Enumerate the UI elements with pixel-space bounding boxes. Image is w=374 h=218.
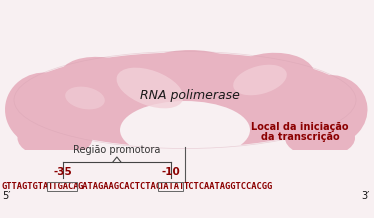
Text: TTGACA: TTGACA — [47, 182, 79, 191]
Text: da transcrição: da transcrição — [261, 132, 339, 142]
Ellipse shape — [5, 72, 85, 148]
Ellipse shape — [15, 53, 355, 148]
Ellipse shape — [140, 50, 240, 90]
Ellipse shape — [120, 101, 250, 159]
Bar — [0, 150, 374, 218]
Text: TCTCAATAGGTCCACGG: TCTCAATAGGTCCACGG — [184, 182, 273, 191]
Ellipse shape — [285, 119, 355, 157]
Ellipse shape — [65, 87, 105, 109]
Ellipse shape — [60, 57, 150, 103]
Text: GTTAGTGTA: GTTAGTGTA — [2, 182, 49, 191]
Text: -10: -10 — [162, 167, 181, 177]
Ellipse shape — [117, 68, 183, 108]
Text: 3′: 3′ — [362, 191, 370, 201]
Text: TATAT: TATAT — [159, 182, 185, 191]
Bar — [0, 150, 374, 218]
Bar — [158, 182, 184, 191]
Ellipse shape — [233, 65, 287, 95]
Text: 5′: 5′ — [2, 191, 10, 201]
Ellipse shape — [18, 118, 92, 158]
Text: -35: -35 — [53, 167, 72, 177]
Ellipse shape — [292, 75, 368, 145]
Bar — [47, 182, 77, 191]
Text: Região promotora: Região promotora — [73, 145, 160, 155]
Text: GATAGAAGCACTCTAC: GATAGAAGCACTCTAC — [78, 182, 162, 191]
Ellipse shape — [225, 53, 315, 103]
Text: Local da iniciação: Local da iniciação — [251, 122, 349, 132]
Text: RNA polimerase: RNA polimerase — [140, 89, 240, 102]
